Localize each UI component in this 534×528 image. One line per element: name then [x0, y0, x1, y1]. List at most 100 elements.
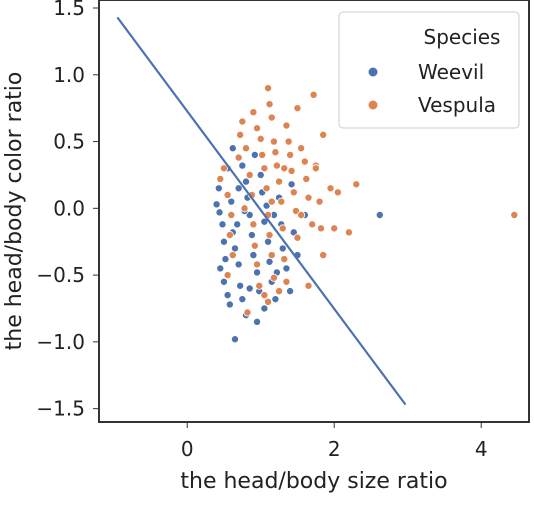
point-vespula	[308, 220, 317, 229]
point-weevil	[242, 177, 251, 186]
point-vespula	[291, 206, 300, 215]
point-vespula	[333, 188, 342, 197]
point-weevil	[238, 161, 247, 170]
point-vespula	[510, 211, 519, 220]
point-vespula	[272, 161, 281, 170]
point-weevil	[234, 184, 243, 193]
point-weevil	[230, 335, 239, 344]
x-tick-label: 0	[181, 437, 194, 461]
point-vespula	[249, 220, 258, 229]
point-weevil	[236, 281, 245, 290]
point-vespula	[265, 231, 274, 240]
point-vespula	[267, 197, 276, 206]
point-vespula	[269, 137, 278, 146]
point-vespula	[275, 177, 284, 186]
y-tick-label: 0.0	[53, 196, 85, 220]
point-vespula	[253, 124, 262, 133]
point-weevil	[230, 244, 239, 253]
point-vespula	[240, 204, 249, 213]
point-vespula	[250, 241, 259, 250]
point-vespula	[236, 130, 245, 139]
point-weevil	[282, 264, 291, 273]
point-vespula	[238, 117, 247, 126]
point-vespula	[271, 148, 280, 157]
point-vespula	[249, 108, 258, 117]
point-vespula	[297, 211, 306, 220]
point-weevil	[249, 251, 258, 260]
y-tick-label: 0.5	[53, 130, 85, 154]
point-vespula	[277, 197, 286, 206]
point-weevil	[256, 170, 265, 179]
x-axis-ticks: 0 2 4	[181, 422, 488, 461]
point-weevil	[250, 150, 259, 159]
point-vespula	[264, 84, 273, 93]
fit-line	[116, 16, 407, 406]
point-vespula	[352, 180, 361, 189]
point-weevil	[265, 257, 274, 266]
point-weevil	[228, 144, 237, 153]
legend-box	[338, 11, 520, 129]
point-weevil	[245, 284, 254, 293]
point-weevil	[212, 200, 221, 209]
point-weevil	[219, 237, 228, 246]
legend-title: Species	[424, 25, 501, 49]
point-vespula	[330, 224, 339, 233]
legend: Species Weevil Vespula	[338, 11, 520, 129]
point-vespula	[326, 184, 335, 193]
point-weevil	[216, 264, 225, 273]
y-tick-label: −0.5	[36, 263, 85, 287]
point-weevil	[214, 184, 223, 193]
point-vespula	[256, 134, 265, 143]
point-vespula	[245, 170, 254, 179]
scatter-chart: 1.5 1.0 0.5 0.0 −0.5 −1.0 −1.5 0 2 4 the head/bo…	[2, 0, 530, 494]
x-tick-label: 2	[328, 437, 341, 461]
point-vespula	[297, 144, 306, 153]
legend-label-vespula: Vespula	[418, 93, 496, 117]
y-tick-label: 1.5	[53, 0, 85, 20]
point-vespula	[264, 297, 273, 306]
legend-marker-weevil	[367, 66, 379, 78]
point-vespula	[234, 153, 243, 162]
point-weevil	[245, 211, 254, 220]
point-weevil	[375, 211, 384, 220]
y-tick-label: −1.5	[36, 397, 85, 421]
point-vespula	[319, 251, 328, 260]
point-weevil	[234, 260, 243, 269]
point-weevil	[253, 317, 262, 326]
point-weevil	[278, 244, 287, 253]
point-vespula	[282, 121, 291, 130]
point-weevil	[225, 300, 234, 309]
x-tick-label: 4	[475, 437, 488, 461]
point-weevil	[223, 291, 232, 300]
point-vespula	[253, 260, 262, 269]
point-vespula	[293, 104, 302, 113]
point-vespula	[275, 287, 284, 296]
point-vespula	[260, 164, 269, 173]
point-weevil	[286, 287, 295, 296]
point-weevil	[227, 197, 236, 206]
point-weevil	[215, 208, 224, 217]
point-vespula	[242, 144, 251, 153]
point-weevil	[219, 277, 228, 286]
point-vespula	[267, 113, 276, 122]
point-vespula	[311, 164, 320, 173]
point-vespula	[258, 150, 267, 159]
point-vespula	[219, 164, 228, 173]
point-vespula	[216, 174, 225, 183]
point-weevil	[260, 217, 269, 226]
point-vespula	[267, 251, 276, 260]
point-weevil	[233, 220, 242, 229]
point-vespula	[302, 174, 311, 183]
point-vespula	[227, 211, 236, 220]
y-tick-label: 1.0	[53, 63, 85, 87]
y-axis-ticks: 1.5 1.0 0.5 0.0 −0.5 −1.0 −1.5	[36, 0, 99, 421]
point-vespula	[278, 224, 287, 233]
point-vespula	[260, 291, 269, 300]
point-vespula	[344, 228, 353, 237]
point-vespula	[228, 251, 237, 260]
point-vespula	[315, 197, 324, 206]
point-vespula	[262, 184, 271, 193]
point-vespula	[269, 273, 278, 282]
point-vespula	[289, 188, 298, 197]
x-axis-label: the head/body size ratio	[180, 469, 447, 494]
